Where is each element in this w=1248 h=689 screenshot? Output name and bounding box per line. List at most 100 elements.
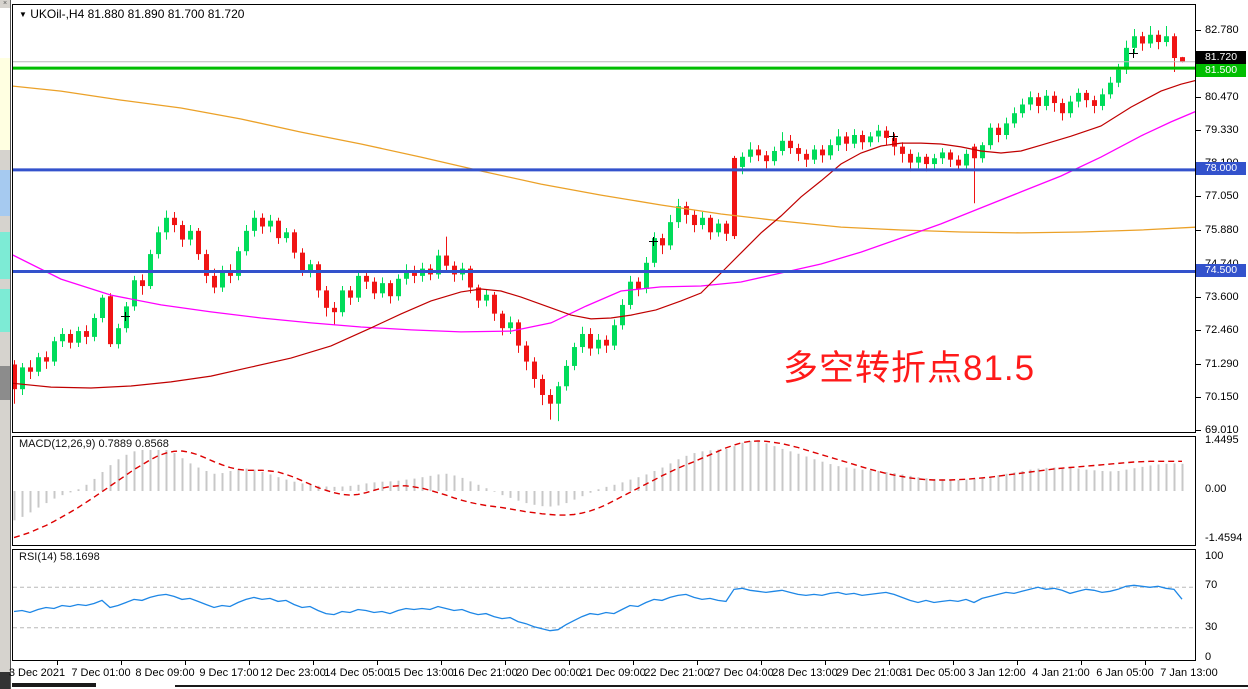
candle-up (836, 136, 841, 146)
time-tick-label: 4 Jan 21:00 (1032, 667, 1090, 679)
candle-up (1020, 104, 1025, 114)
candle-down (180, 225, 185, 240)
candle-up (1132, 36, 1137, 48)
time-tick-mark (57, 661, 58, 665)
left-toolbar-strip[interactable]: × (0, 0, 11, 689)
candle-up (1116, 69, 1121, 83)
candle-down (892, 137, 897, 147)
candle-up (572, 347, 577, 366)
candle-up (668, 222, 673, 246)
chart-annotation-text: 多空转折点81.5 (783, 349, 1036, 388)
candle-up (716, 223, 721, 233)
rsi-scale-label: 70 (1204, 579, 1219, 591)
price-scale[interactable]: 82.78081.64080.47079.33078.19077.05075.8… (1196, 0, 1248, 663)
candle-up (132, 280, 137, 307)
price-tick-mark (1196, 430, 1201, 431)
candle-down (172, 217, 177, 226)
candle-down (68, 333, 73, 343)
time-tick-label: 22 Dec 21:00 (644, 667, 710, 679)
candle-up (220, 270, 225, 288)
candle-down (468, 268, 473, 288)
candle-down (1172, 36, 1177, 59)
toolbar-close-icon[interactable]: × (2, 0, 8, 7)
macd-panel-chart[interactable] (12, 436, 1196, 546)
time-tick-label: 14 Dec 05:00 (324, 667, 390, 679)
cross-marker (121, 311, 130, 321)
candle-down (908, 153, 913, 163)
candle-down (292, 232, 297, 253)
candle-down (1180, 57, 1185, 62)
price-tick-label: 77.050 (1204, 190, 1240, 203)
toolbar-block-gray (0, 366, 10, 400)
candle-down (604, 339, 609, 346)
time-tick-mark (569, 661, 570, 665)
price-tick-label: 80.470 (1204, 91, 1240, 104)
candle-up (404, 270, 409, 279)
candle-down (972, 146, 977, 159)
price-badge-81.720: 81.720 (1196, 50, 1246, 64)
candle-up (100, 297, 105, 319)
candle-up (356, 275, 361, 298)
time-tick-mark (697, 661, 698, 665)
cross-marker (1129, 48, 1138, 58)
price-tick-label: 71.290 (1204, 357, 1240, 370)
candle-up (772, 150, 777, 162)
time-scale[interactable]: 3 Dec 2021 7 Dec 01:00 8 Dec 09:00 9 Dec 17… (0, 661, 1248, 682)
candle-down (140, 280, 145, 287)
candle-up (780, 140, 785, 151)
candle-up (1076, 92, 1081, 102)
candle-down (532, 361, 537, 380)
candle-down (900, 146, 905, 154)
time-tick-label: 27 Dec 04:00 (708, 667, 774, 679)
chart-title: ▼ UKOil-,H4 81.880 81.890 81.700 81.720 (19, 7, 244, 21)
rsi-scale-label: 30 (1204, 621, 1219, 633)
candle-down (820, 149, 825, 156)
rsi-line (13, 584, 1183, 632)
time-tick-mark (761, 661, 762, 665)
toolbar-block-teal1 (0, 232, 10, 279)
candle-up (620, 304, 625, 326)
price-chart[interactable] (12, 4, 1196, 433)
candle-up (940, 152, 945, 159)
price-badge-78.000: 78.000 (1196, 162, 1246, 176)
price-tick-mark (1196, 363, 1201, 365)
time-tick-label: 20 Dec 00:00 (516, 667, 582, 679)
price-tick-mark (1196, 30, 1201, 31)
candle-down (924, 156, 929, 165)
price-badge-81.500: 81.500 (1196, 63, 1246, 77)
time-tick-mark (377, 661, 378, 665)
ma-line-magenta (13, 111, 1195, 333)
horizontal-scrollbar-track[interactable] (175, 685, 1248, 687)
candle-up (876, 130, 881, 137)
candle-up (1004, 123, 1009, 135)
candle-up (916, 156, 921, 163)
time-tick-mark (953, 661, 954, 665)
symbol-dropdown-icon[interactable]: ▼ (19, 10, 27, 19)
candle-up (244, 230, 249, 252)
candle-down (948, 152, 953, 160)
rsi-panel-chart[interactable] (12, 549, 1196, 661)
time-tick-mark (1017, 661, 1018, 665)
candle-up (564, 365, 569, 387)
time-tick-label: 7 Dec 01:00 (71, 667, 131, 679)
candle-down (324, 290, 329, 308)
cross-marker (649, 236, 658, 246)
toolbar-block-teal2 (0, 289, 10, 332)
candle-down (260, 217, 265, 227)
price-tick-mark (1196, 296, 1201, 298)
candle-down (788, 140, 793, 149)
candle-down (692, 214, 697, 226)
candle-up (164, 217, 169, 233)
time-tick-label: 16 Dec 21:00 (452, 667, 518, 679)
candle-up (20, 367, 25, 390)
candle-up (644, 262, 649, 289)
price-tick-mark (1196, 396, 1201, 398)
candle-down (764, 155, 769, 162)
candle-down (588, 333, 593, 349)
rsi-indicator-label: RSI(14) 58.1698 (17, 551, 102, 563)
candle-up (596, 339, 601, 349)
horizontal-scrollbar-thumb[interactable] (12, 683, 96, 687)
candle-down (860, 134, 865, 143)
candle-down (732, 157, 737, 237)
candle-down (108, 296, 113, 345)
